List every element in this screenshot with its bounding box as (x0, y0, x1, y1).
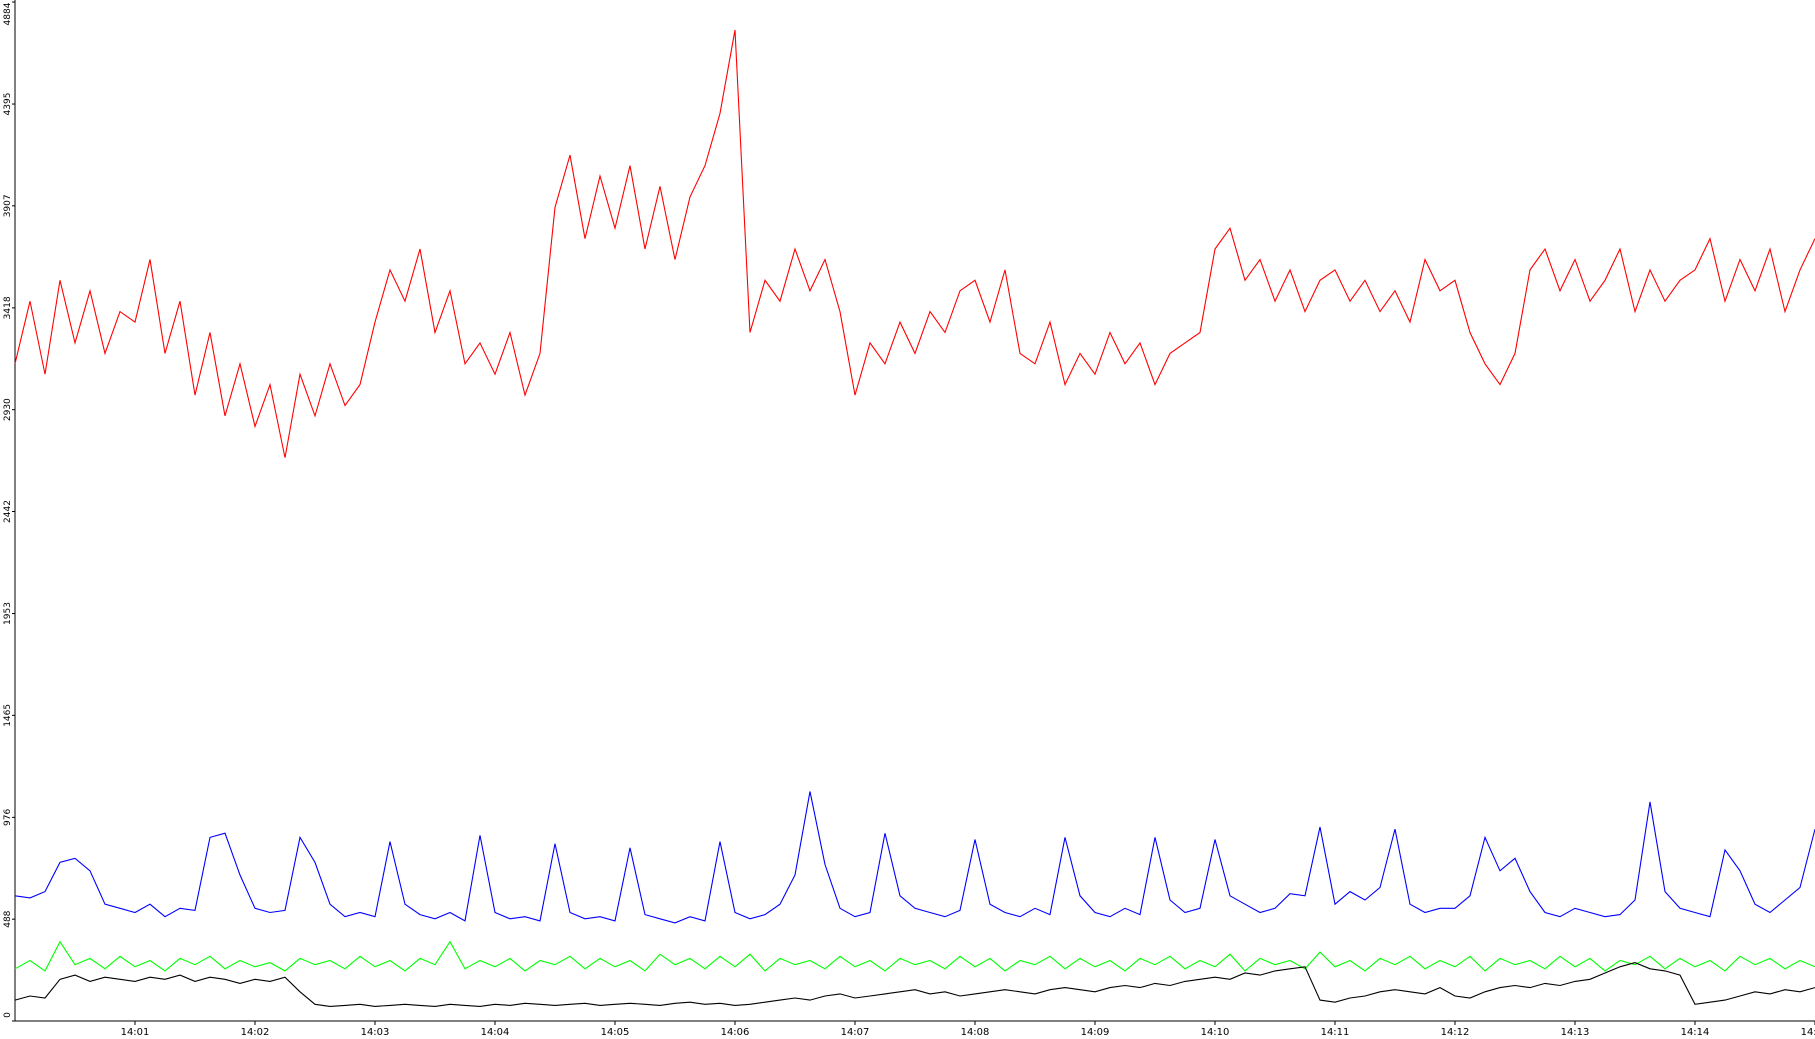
series-line (14, 940, 1815, 972)
y-tick-label: 2442 (3, 500, 13, 523)
y-tick-label: 1953 (3, 602, 13, 625)
x-tick-label: 14:10 (1201, 1027, 1230, 1038)
y-tick-label: 1465 (3, 704, 13, 727)
series-line (14, 791, 1815, 924)
x-tick-label: 14:05 (601, 1027, 630, 1038)
x-tick-label: 14:04 (481, 1027, 510, 1038)
y-tick-label: 4884 (3, 2, 13, 25)
x-tick-label: 14:06 (721, 1027, 750, 1038)
x-tick-label: 14:11 (1321, 1027, 1350, 1038)
x-tick-label: 14:02 (241, 1027, 270, 1038)
y-tick-label: 2930 (3, 398, 13, 421)
y-tick-label: 976 (3, 809, 13, 826)
y-tick-label: 3907 (3, 194, 13, 217)
x-tick-label: 14:12 (1441, 1027, 1470, 1038)
x-tick-label: 14:09 (1081, 1027, 1110, 1038)
y-tick-label: 488 (3, 910, 13, 927)
x-tick-label: 14:13 (1561, 1027, 1590, 1038)
x-tick-label: 14:07 (841, 1027, 870, 1038)
x-tick-label: 14:03 (361, 1027, 390, 1038)
x-tick-label: 14:15 (1801, 1027, 1815, 1038)
y-tick-label: 0 (3, 1012, 13, 1018)
series-line (14, 962, 1815, 1007)
series-line (14, 29, 1815, 458)
x-tick-label: 14:01 (121, 1027, 150, 1038)
x-tick-label: 14:08 (961, 1027, 990, 1038)
x-tick-label: 14:14 (1681, 1027, 1710, 1038)
y-tick-label: 4395 (3, 93, 13, 116)
y-tick-label: 3418 (3, 296, 13, 319)
